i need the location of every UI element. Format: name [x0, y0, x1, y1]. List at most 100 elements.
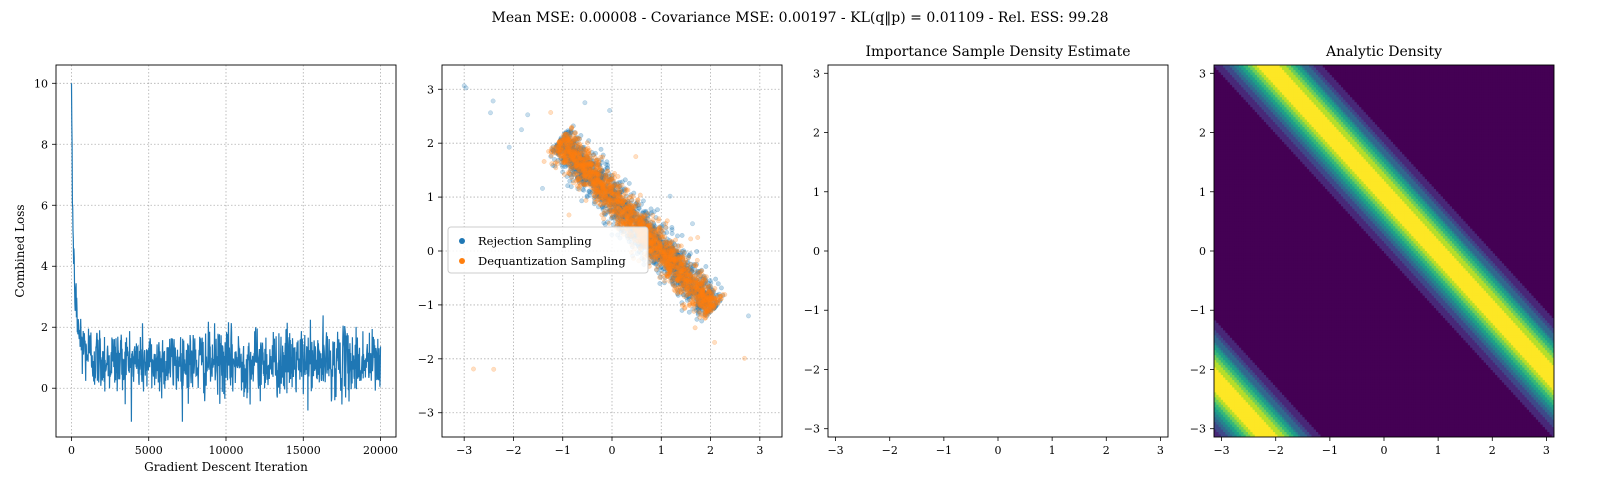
x-tick-label: −2 [505, 444, 521, 457]
rejection-point [596, 169, 601, 175]
rejection-point [598, 169, 603, 175]
dequantization-point [595, 162, 601, 168]
rejection-point [652, 229, 658, 235]
rejection-point [643, 219, 649, 225]
rejection-point [614, 208, 620, 214]
rejection-point [579, 176, 584, 182]
rejection-point [596, 178, 602, 184]
rejection-point [581, 158, 586, 164]
dequantization-point [552, 160, 558, 166]
subplot-title: Analytic Density [1325, 44, 1442, 60]
rejection-point [613, 201, 619, 207]
rejection-point [581, 146, 586, 152]
dequantization-point [575, 165, 581, 171]
rejection-point [590, 177, 596, 182]
dequantization-point [548, 153, 554, 159]
rejection-point [706, 292, 712, 297]
rejection-point [609, 185, 615, 191]
rejection-point [655, 231, 661, 237]
dequantization-point [679, 302, 685, 308]
rejection-point [661, 261, 667, 266]
dequantization-point [583, 165, 588, 171]
dequantization-point [663, 241, 669, 247]
rejection-point [576, 162, 582, 168]
rejection-point [574, 156, 580, 161]
dequantization-point [609, 205, 615, 211]
rejection-point [628, 209, 634, 215]
rejection-point [573, 156, 578, 162]
rejection-point [569, 174, 574, 180]
rejection-point [579, 198, 585, 204]
rejection-point [551, 148, 556, 153]
rejection-point [599, 168, 604, 174]
rejection-point [566, 145, 572, 150]
dequantization-point [594, 197, 600, 203]
rejection-point [676, 257, 681, 263]
rejection-point [519, 127, 524, 133]
rejection-point [674, 251, 680, 257]
rejection-point [688, 274, 694, 280]
rejection-point [582, 100, 588, 106]
rejection-point [612, 189, 617, 195]
dequantization-point [619, 215, 624, 221]
rejection-point [629, 212, 635, 218]
rejection-point [599, 197, 605, 202]
rejection-point [591, 181, 597, 187]
rejection-point [588, 176, 594, 181]
rejection-point [690, 286, 696, 291]
rejection-point [585, 158, 590, 163]
rejection-point [697, 302, 703, 307]
dequantization-point [471, 366, 476, 372]
dequantization-point [658, 262, 663, 267]
rejection-point [704, 293, 710, 299]
rejection-point [696, 295, 702, 301]
rejection-point [659, 242, 665, 248]
rejection-point [591, 188, 597, 194]
dequantization-point [583, 197, 589, 203]
dequantization-point [681, 267, 687, 273]
rejection-point [666, 263, 672, 269]
rejection-point [611, 194, 617, 200]
rejection-point [696, 286, 702, 292]
rejection-point [568, 129, 574, 135]
dequantization-point [622, 218, 628, 224]
rejection-point [572, 159, 578, 165]
rejection-point [680, 279, 686, 285]
rejection-point [585, 160, 591, 165]
rejection-point [686, 309, 692, 315]
rejection-point [622, 216, 628, 222]
rejection-point [558, 137, 563, 143]
rejection-point [705, 299, 711, 304]
rejection-point [565, 134, 571, 140]
dequantization-point [555, 143, 560, 149]
dequantization-point [670, 261, 675, 267]
rejection-point [575, 152, 581, 158]
dequantization-point [657, 253, 663, 259]
dequantization-point [586, 161, 592, 166]
dequantization-point [712, 299, 718, 305]
rejection-point [696, 281, 701, 287]
rejection-point [565, 183, 571, 189]
dequantization-point [693, 277, 699, 282]
dequantization-point [605, 168, 611, 174]
dequantization-point [600, 176, 606, 182]
dequantization-point [576, 143, 581, 149]
rejection-point [665, 254, 671, 259]
rejection-point [587, 169, 593, 175]
rejection-point [616, 201, 621, 207]
rejection-point [607, 197, 612, 203]
rejection-point [593, 179, 599, 185]
rejection-point [678, 274, 684, 280]
dequantization-point [701, 298, 706, 304]
rejection-point [583, 170, 589, 175]
rejection-point [590, 161, 595, 167]
rejection-point [580, 165, 586, 171]
rejection-point [600, 203, 606, 209]
rejection-point [619, 200, 625, 205]
rejection-point [562, 135, 568, 141]
rejection-point [608, 185, 614, 191]
rejection-point [619, 196, 625, 202]
rejection-point [627, 209, 632, 215]
rejection-point [570, 140, 576, 146]
dequantization-point [592, 186, 597, 191]
